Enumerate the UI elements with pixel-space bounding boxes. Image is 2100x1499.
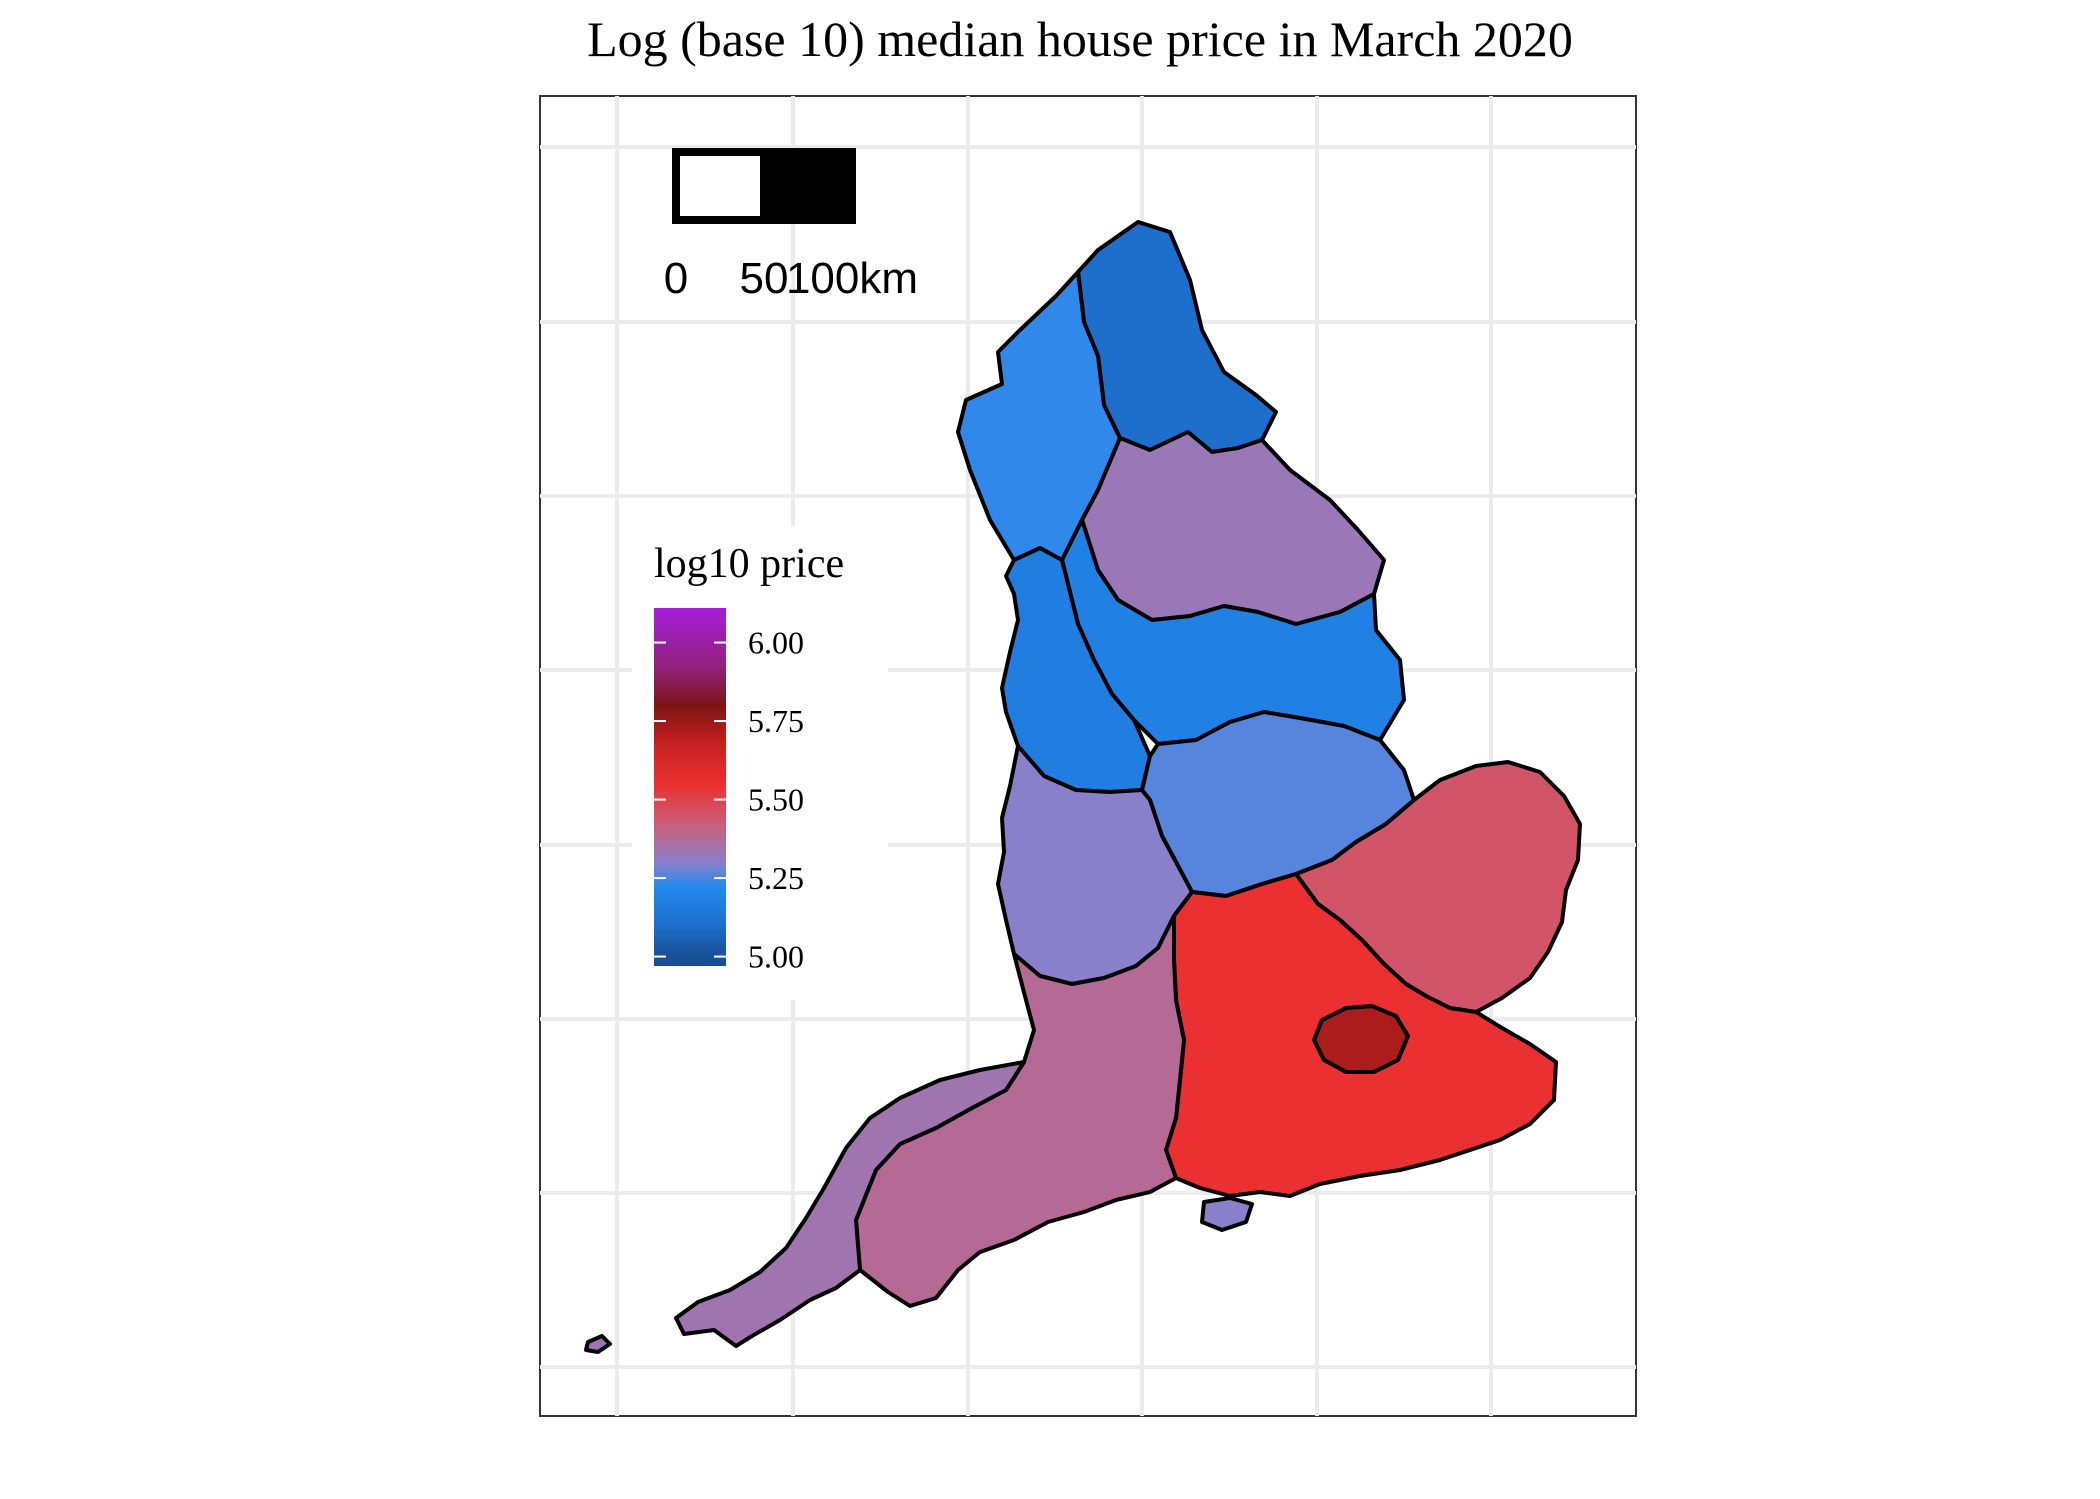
legend-tick-label: 5.00	[748, 939, 804, 975]
scale-bar-label-50: 50	[740, 254, 789, 303]
legend-tick-label: 6.00	[748, 625, 804, 661]
england-map	[584, 220, 1582, 1354]
legend-colorbar	[654, 608, 726, 966]
isles-of-scilly	[584, 1334, 612, 1354]
scale-bar-label-100km: 100km	[786, 254, 918, 303]
scale-bar-label-0: 0	[664, 254, 688, 303]
figure-title: Log (base 10) median house price in Marc…	[587, 11, 1573, 67]
scale-bar-segment-white	[672, 148, 768, 224]
scale-bar: 0 50 100km	[664, 148, 918, 303]
legend-ticks: 6.00 5.75 5.50 5.25 5.00	[654, 625, 804, 975]
region-isle-of-wight	[1200, 1196, 1254, 1232]
legend-tick-label: 5.75	[748, 703, 804, 739]
region-cornwall-devon-west	[674, 1060, 1026, 1348]
scale-bar-segment-black	[760, 148, 856, 224]
color-legend: log10 price 6.00 5.75 5.50 5.25 5.00	[632, 526, 888, 1000]
legend-title: log10 price	[654, 541, 844, 587]
legend-tick-label: 5.50	[748, 782, 804, 818]
legend-tick-label: 5.25	[748, 860, 804, 896]
